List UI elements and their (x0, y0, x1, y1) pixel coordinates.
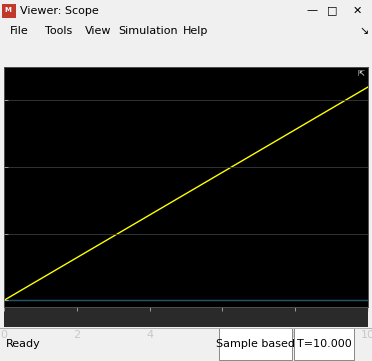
Text: ↘: ↘ (359, 26, 369, 36)
Text: Tools: Tools (45, 26, 72, 36)
Text: ✕: ✕ (352, 5, 362, 16)
Text: T=10.000: T=10.000 (297, 339, 352, 349)
Text: Ready: Ready (6, 339, 41, 349)
Text: ⇱: ⇱ (357, 70, 365, 78)
Text: File: File (10, 26, 29, 36)
Text: View: View (85, 26, 112, 36)
Text: —: — (307, 5, 318, 16)
Bar (2, 4, 16, 18)
Text: M: M (4, 7, 11, 13)
Text: Simulation: Simulation (118, 26, 177, 36)
Bar (219, 328, 292, 360)
Text: □: □ (327, 5, 337, 16)
Bar (295, 328, 355, 360)
Text: Sample based: Sample based (217, 339, 295, 349)
Text: Viewer: Scope: Viewer: Scope (20, 5, 99, 16)
Text: Help: Help (183, 26, 208, 36)
